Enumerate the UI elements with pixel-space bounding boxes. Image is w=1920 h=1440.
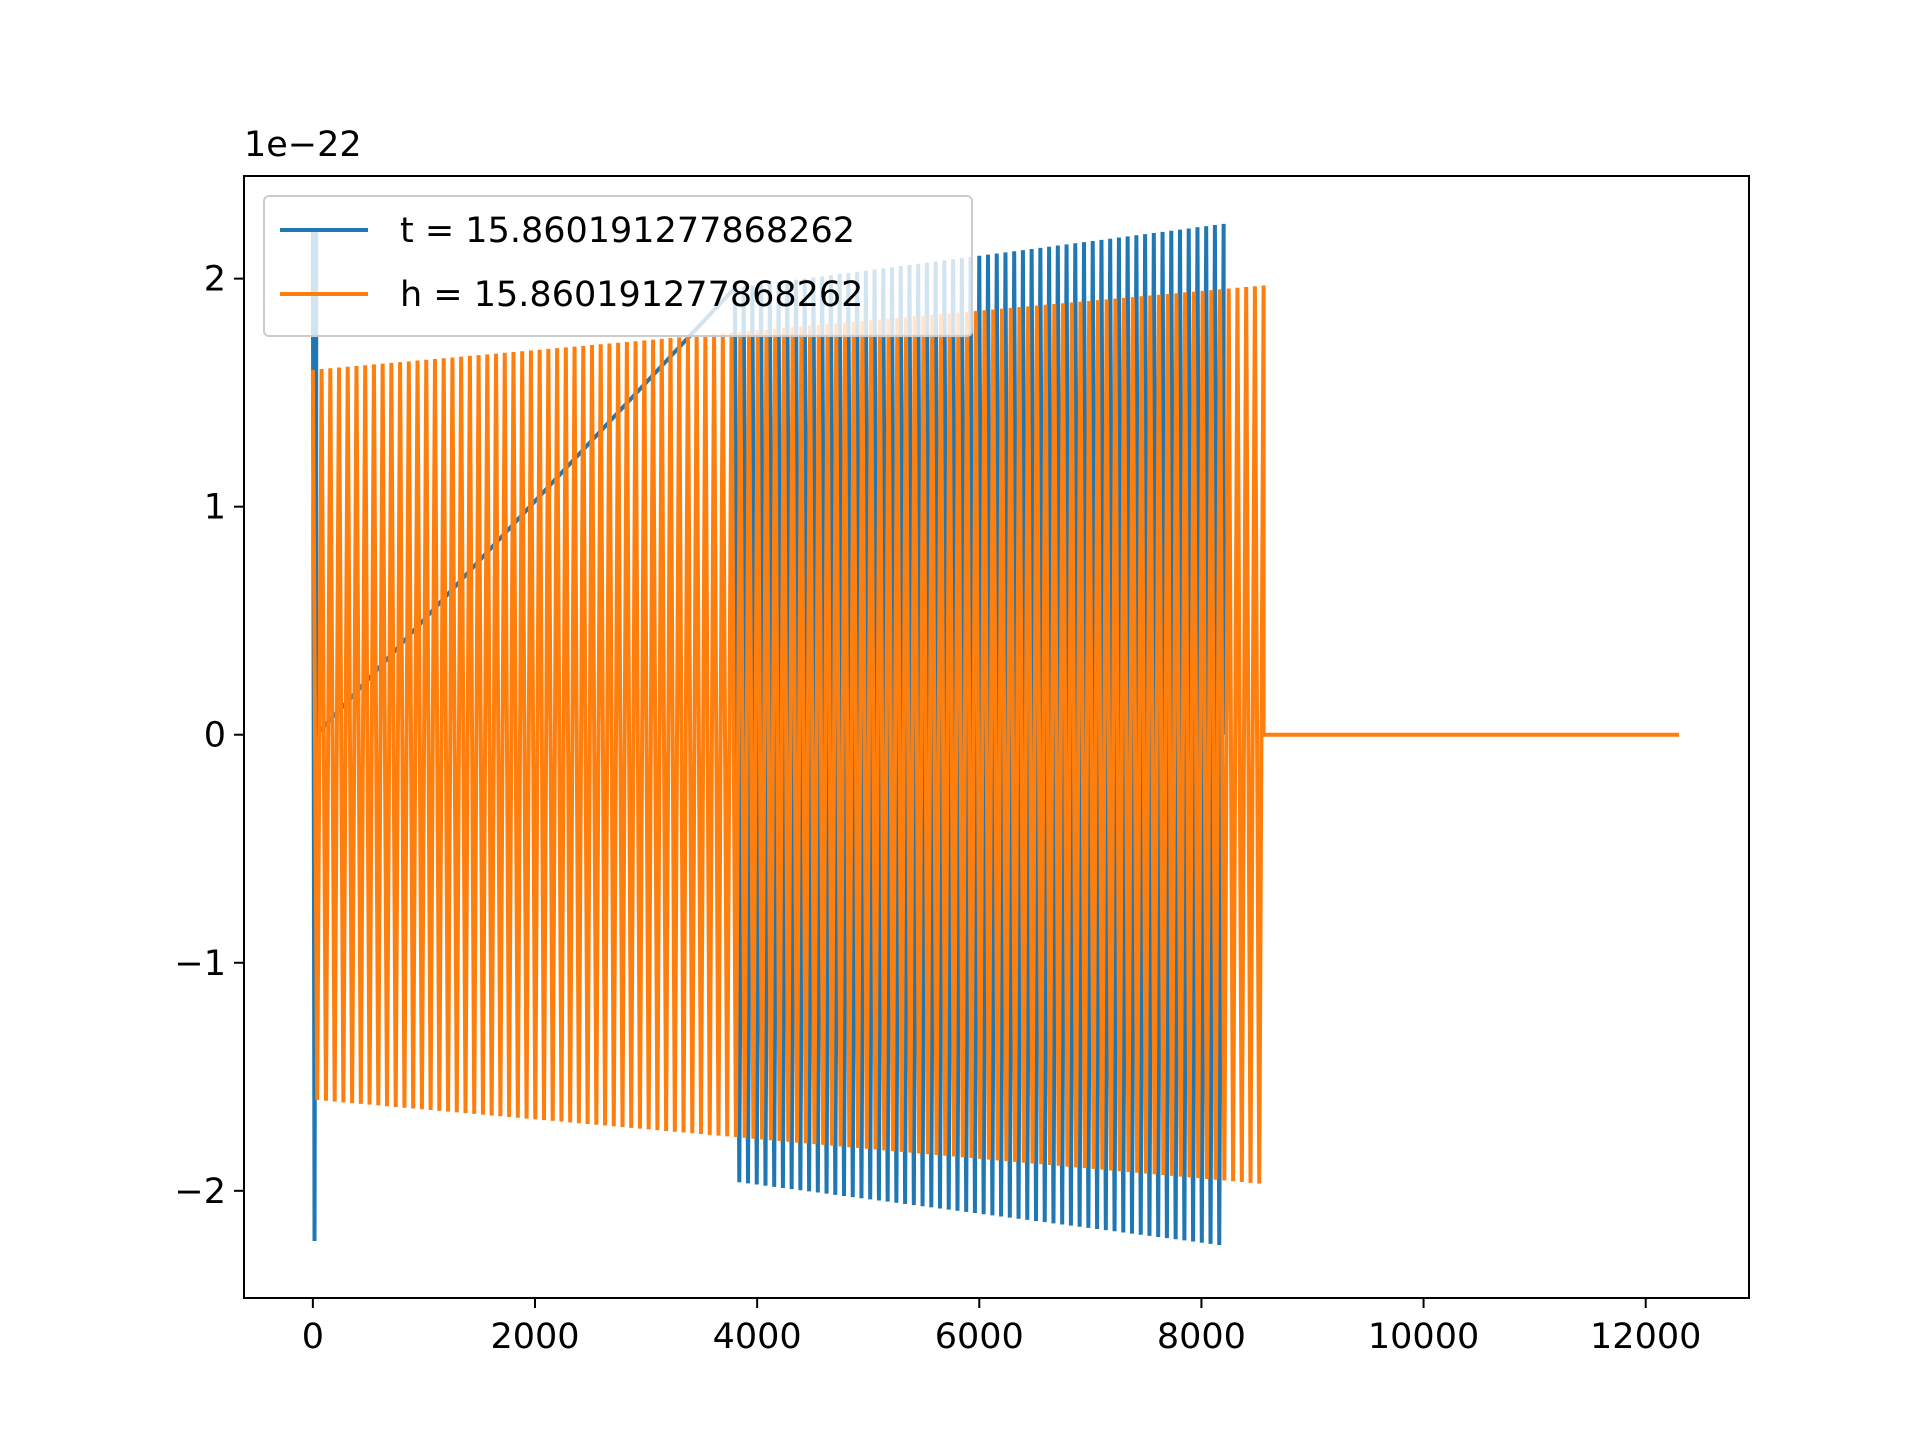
y-tick-label: −2: [174, 1172, 226, 1212]
x-tick-label: 4000: [713, 1317, 802, 1357]
axes-frame: [243, 175, 1750, 1299]
x-tick-label: 0: [302, 1317, 324, 1357]
legend-label-1: t = 15.860191277868262: [400, 211, 855, 251]
legend-label-2: h = 15.860191277868262: [400, 275, 863, 315]
legend: t = 15.860191277868262 h = 15.86019127786…: [263, 195, 973, 337]
y-tick-label: −1: [174, 944, 226, 984]
y-tick-label: 1: [204, 488, 226, 528]
y-axis: −2 −1 0 1 2: [174, 260, 244, 1212]
x-tick-label: 6000: [935, 1317, 1024, 1357]
x-tick-label: 10000: [1368, 1317, 1479, 1357]
x-axis: 0 2000 4000 6000 8000 10000 12000: [302, 1298, 1701, 1357]
x-tick-label: 12000: [1590, 1317, 1701, 1357]
legend-box: [263, 195, 973, 337]
x-tick-label: 8000: [1157, 1317, 1246, 1357]
y-tick-label: 2: [204, 260, 226, 300]
x-tick-label: 2000: [490, 1317, 579, 1357]
y-axis-offset-text: 1e−22: [244, 125, 362, 165]
legend-items: t = 15.860191277868262 h = 15.86019127786…: [280, 211, 863, 315]
y-tick-label: 0: [204, 716, 226, 756]
